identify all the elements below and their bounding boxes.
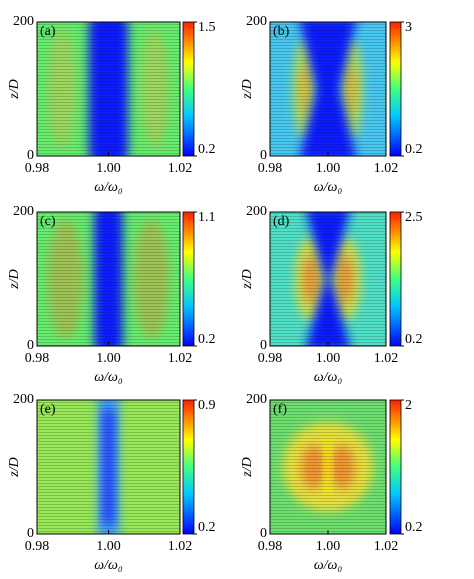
colorbar-tick-label: 3 <box>405 20 412 35</box>
y-axis-label: z/D <box>7 79 22 99</box>
panel-label: (f) <box>273 402 287 417</box>
colorbar <box>389 399 402 535</box>
x-tick-label: 1.02 <box>374 161 399 176</box>
y-axis-label: z/D <box>7 269 22 289</box>
panel: (d) 0.98 1.00 1.02 0 200 ω/ω₀ z/D 0.2 2.5 <box>240 204 423 385</box>
y-tick-label: 0 <box>27 526 34 541</box>
panel: (b) 0.98 1.00 1.02 0 200 ω/ω₀ z/D 0.2 3 <box>240 14 423 195</box>
y-tick-label: 0 <box>260 338 267 353</box>
x-tick-label: 0.98 <box>258 161 283 176</box>
x-tick-label: 0.98 <box>25 351 50 366</box>
x-axis-label: ω/ω₀ <box>94 370 123 385</box>
x-tick-label: 0.98 <box>258 539 283 554</box>
x-tick-label: 1.00 <box>96 539 121 554</box>
colorbar-tick-label: 1.1 <box>198 210 216 225</box>
colorbar <box>182 211 195 347</box>
y-axis-label: z/D <box>240 457 255 477</box>
x-tick-label: 1.02 <box>168 539 193 554</box>
x-axis-label: ω/ω₀ <box>314 558 343 573</box>
panel: (a) 0.98 1.00 1.02 0 200 ω/ω₀ z/D 0.2 1.5 <box>7 14 216 195</box>
y-tick-label: 200 <box>246 14 267 29</box>
heatmap <box>37 22 180 156</box>
y-axis-label: z/D <box>7 457 22 477</box>
colorbar-tick-label: 0.2 <box>198 332 216 347</box>
panel-label: (b) <box>273 24 290 39</box>
colorbar-tick-label: 2 <box>405 398 412 413</box>
x-axis-label: ω/ω₀ <box>94 180 123 195</box>
x-tick-label: 1.02 <box>168 351 193 366</box>
colorbar-tick-label: 0.2 <box>198 520 216 535</box>
colorbar <box>389 21 402 157</box>
colorbar-tick-label: 2.5 <box>405 210 423 225</box>
x-tick-label: 0.98 <box>25 539 50 554</box>
x-tick-label: 1.00 <box>96 161 121 176</box>
x-axis-label: ω/ω₀ <box>314 180 343 195</box>
x-tick-label: 0.98 <box>258 351 283 366</box>
x-tick-label: 1.00 <box>316 351 341 366</box>
y-tick-label: 0 <box>27 148 34 163</box>
y-tick-label: 200 <box>13 14 34 29</box>
x-tick-label: 1.02 <box>374 539 399 554</box>
x-tick-label: 1.00 <box>96 351 121 366</box>
panel-label: (d) <box>273 214 290 229</box>
heatmap <box>270 400 386 534</box>
panel-label: (c) <box>40 214 56 229</box>
y-tick-label: 200 <box>13 392 34 407</box>
colorbar <box>182 399 195 535</box>
heatmap <box>270 212 386 346</box>
colorbar-tick-label: 1.5 <box>198 20 216 35</box>
colorbar <box>389 211 402 347</box>
heatmap <box>270 22 386 156</box>
heatmap <box>37 212 180 346</box>
heatmap <box>37 400 180 534</box>
y-tick-label: 200 <box>13 204 34 219</box>
panel: (c) 0.98 1.00 1.02 0 200 ω/ω₀ z/D 0.2 1.1 <box>7 204 216 385</box>
colorbar-tick-label: 0.2 <box>198 142 216 157</box>
y-tick-label: 0 <box>260 526 267 541</box>
y-axis-label: z/D <box>240 269 255 289</box>
x-tick-label: 1.00 <box>316 539 341 554</box>
panel-label: (a) <box>40 24 56 39</box>
x-tick-label: 0.98 <box>25 161 50 176</box>
x-axis-label: ω/ω₀ <box>314 370 343 385</box>
x-tick-label: 1.02 <box>168 161 193 176</box>
y-tick-label: 200 <box>246 392 267 407</box>
y-tick-label: 0 <box>260 148 267 163</box>
y-axis-label: z/D <box>240 79 255 99</box>
panel: (e) 0.98 1.00 1.02 0 200 ω/ω₀ z/D 0.2 0.9 <box>7 392 216 573</box>
y-tick-label: 0 <box>27 338 34 353</box>
panel-label: (e) <box>40 402 56 417</box>
y-tick-label: 200 <box>246 204 267 219</box>
x-tick-label: 1.00 <box>316 161 341 176</box>
x-tick-label: 1.02 <box>374 351 399 366</box>
x-axis-label: ω/ω₀ <box>94 558 123 573</box>
colorbar-tick-label: 0.9 <box>198 398 216 413</box>
colorbar-tick-label: 0.2 <box>405 142 423 157</box>
panel: (f) 0.98 1.00 1.02 0 200 ω/ω₀ z/D 0.2 2 <box>240 392 423 573</box>
colorbar-tick-label: 0.2 <box>405 332 423 347</box>
colorbar <box>182 21 195 157</box>
colorbar-tick-label: 0.2 <box>405 520 423 535</box>
